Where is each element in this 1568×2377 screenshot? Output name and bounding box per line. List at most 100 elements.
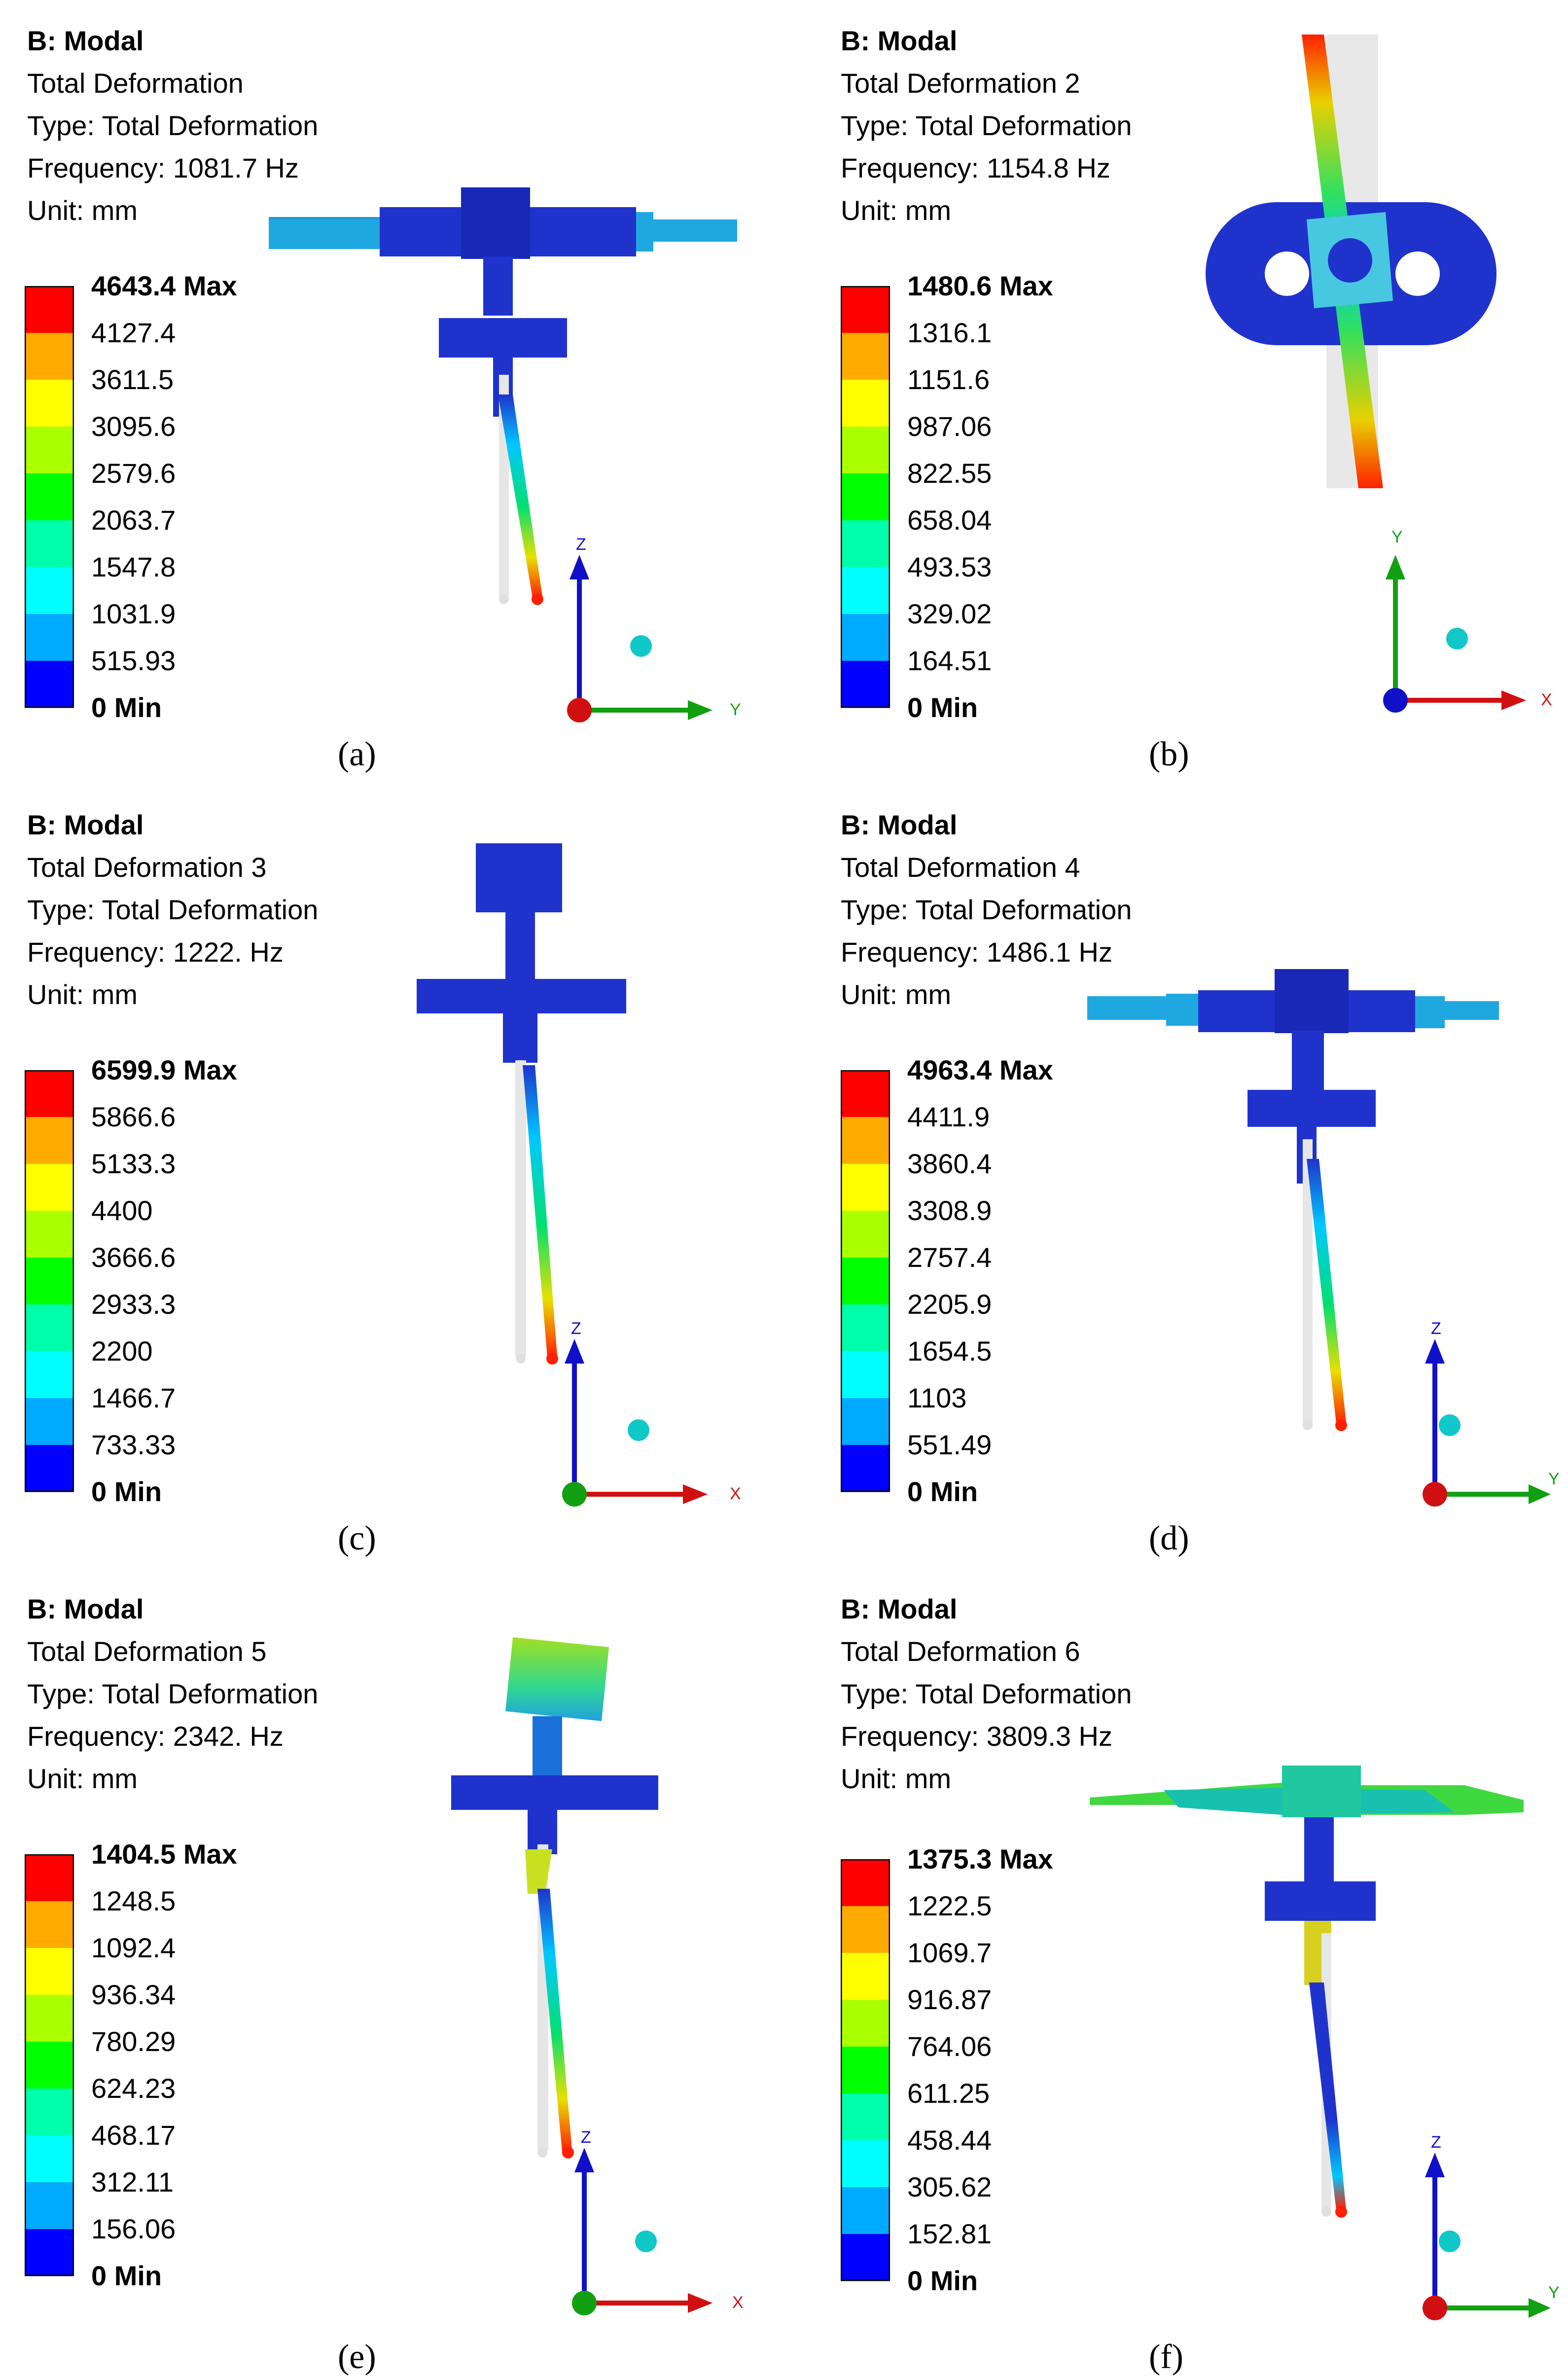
legend-color-swatch — [841, 2000, 890, 2047]
y-axis-label: Y — [1391, 528, 1403, 546]
legend-label: 329.02 — [907, 598, 992, 629]
panel-caption: (c) — [338, 1519, 376, 1557]
legend-border — [25, 1070, 74, 1492]
legend-color-swatch — [25, 1901, 74, 1948]
legend-color-swatch — [841, 1445, 890, 1492]
legend-label: 551.49 — [907, 1429, 992, 1460]
legend-color-swatch — [841, 2093, 890, 2140]
legend-color-swatch — [841, 473, 890, 520]
panel-caption: (e) — [338, 2338, 376, 2376]
legend-color-swatch — [841, 2047, 890, 2093]
legend-label: 2579.6 — [91, 458, 176, 489]
legend-label: 936.34 — [91, 1979, 176, 2010]
result-type: Type: Total Deformation — [27, 894, 319, 925]
deformation-model: Z Y — [269, 187, 741, 722]
legend-label: 1031.9 — [91, 598, 176, 629]
legend-color-swatch — [841, 1351, 890, 1398]
deformation-model: Z X — [451, 1637, 744, 2315]
result-name: Total Deformation 3 — [27, 852, 267, 883]
legend-color-swatch — [25, 333, 74, 380]
legend-color-swatch — [25, 1117, 74, 1164]
legend-color-swatch — [25, 2229, 74, 2276]
legend-color-swatch — [841, 1953, 890, 2000]
result-frequency: Frequency: 2342. Hz — [27, 1721, 284, 1752]
legend-border — [841, 1859, 890, 2281]
legend-color-swatch — [841, 2187, 890, 2234]
legend-color-bar — [25, 1070, 74, 1492]
legend-color-swatch — [841, 1117, 890, 1164]
legend-color-swatch — [25, 614, 74, 661]
legend-label: 5133.3 — [91, 1148, 176, 1179]
legend-label: 1103 — [907, 1382, 967, 1413]
legend-border — [841, 286, 890, 708]
legend-color-swatch — [25, 380, 74, 427]
panel-f: B: Modal Total Deformation 6 Type: Total… — [784, 1568, 1568, 2376]
legend-color-swatch — [841, 2140, 890, 2187]
legend-label: 1092.4 — [91, 1932, 176, 1963]
legend-color-bar — [841, 1859, 890, 2281]
legend-label: 822.55 — [907, 458, 992, 489]
legend-color-swatch — [25, 1211, 74, 1258]
result-unit: Unit: mm — [27, 979, 138, 1010]
panel-caption: (d) — [1149, 1519, 1189, 1557]
result-type: Type: Total Deformation — [27, 1678, 319, 1709]
deformation-model: Y X — [1206, 35, 1552, 713]
legend-color-swatch — [841, 2234, 890, 2281]
legend-color-swatch — [25, 1948, 74, 1995]
analysis-title: B: Modal — [841, 25, 958, 56]
legend-label-max: 1404.5 Max — [91, 1838, 237, 1870]
legend-border — [25, 286, 74, 708]
legend-label: 4411.9 — [907, 1101, 990, 1132]
legend-label: 515.93 — [91, 645, 176, 676]
legend-color-swatch — [25, 1398, 74, 1445]
legend-label: 1547.8 — [91, 551, 176, 582]
y-axis-label: Y — [1548, 1470, 1560, 1488]
legend-label: 624.23 — [91, 2073, 176, 2104]
analysis-title: B: Modal — [27, 1593, 144, 1624]
analysis-title: B: Modal — [27, 809, 144, 840]
legend-label: 1466.7 — [91, 1382, 176, 1413]
legend-color-swatch — [841, 614, 890, 661]
legend-color-swatch — [841, 1211, 890, 1258]
legend-label: 4127.4 — [91, 317, 176, 348]
legend-label: 3611.5 — [91, 364, 174, 395]
result-frequency: Frequency: 1154.8 Hz — [841, 152, 1110, 183]
color-legend: 6599.9 Max 5866.6 5133.3 4400 3666.6 293… — [25, 1056, 419, 1506]
panel-c: B: Modal Total Deformation 3 Type: Total… — [0, 784, 784, 1576]
legend-color-swatch — [25, 1854, 74, 1901]
result-unit: Unit: mm — [841, 1763, 951, 1794]
legend-label: 916.87 — [907, 1984, 992, 2015]
legend-label-max: 1375.3 Max — [907, 1843, 1053, 1874]
legend-label: 2063.7 — [91, 504, 176, 536]
panel-a: B: Modal Total Deformation Type: Total D… — [0, 0, 784, 792]
legend-label: 458.44 — [907, 2125, 992, 2156]
panel-caption: (b) — [1149, 735, 1189, 773]
legend-color-swatch — [841, 1164, 890, 1211]
legend-label: 3308.9 — [907, 1195, 992, 1226]
legend-label: 493.53 — [907, 551, 992, 582]
legend-color-swatch — [25, 1445, 74, 1492]
color-legend: 4643.4 Max 4127.4 3611.5 3095.6 2579.6 2… — [25, 272, 419, 721]
result-name: Total Deformation 2 — [841, 68, 1080, 99]
legend-label: 1151.6 — [907, 364, 990, 395]
legend-label: 152.81 — [907, 2218, 992, 2249]
panel-header: B: Modal Total Deformation Type: Total D… — [27, 20, 318, 232]
legend-color-bar — [841, 286, 890, 708]
x-axis-label: X — [732, 2293, 744, 2312]
panel-header: B: Modal Total Deformation 5 Type: Total… — [27, 1588, 318, 1800]
legend-color-bar — [841, 1070, 890, 1492]
legend-color-swatch — [841, 520, 890, 567]
legend-color-swatch — [841, 1258, 890, 1304]
legend-label: 611.25 — [907, 2078, 990, 2109]
legend-label: 305.62 — [907, 2171, 992, 2202]
legend-color-swatch — [25, 1304, 74, 1351]
result-unit: Unit: mm — [27, 195, 138, 226]
legend-border — [841, 1070, 890, 1492]
deformation-model: Z X — [417, 843, 741, 1507]
legend-label: 2200 — [91, 1335, 153, 1367]
legend-label-min: 0 Min — [907, 1476, 978, 1507]
y-axis-label: Y — [1548, 2283, 1560, 2302]
y-axis-label: Y — [730, 700, 741, 719]
result-name: Total Deformation — [27, 68, 244, 99]
analysis-title: B: Modal — [841, 1593, 958, 1624]
